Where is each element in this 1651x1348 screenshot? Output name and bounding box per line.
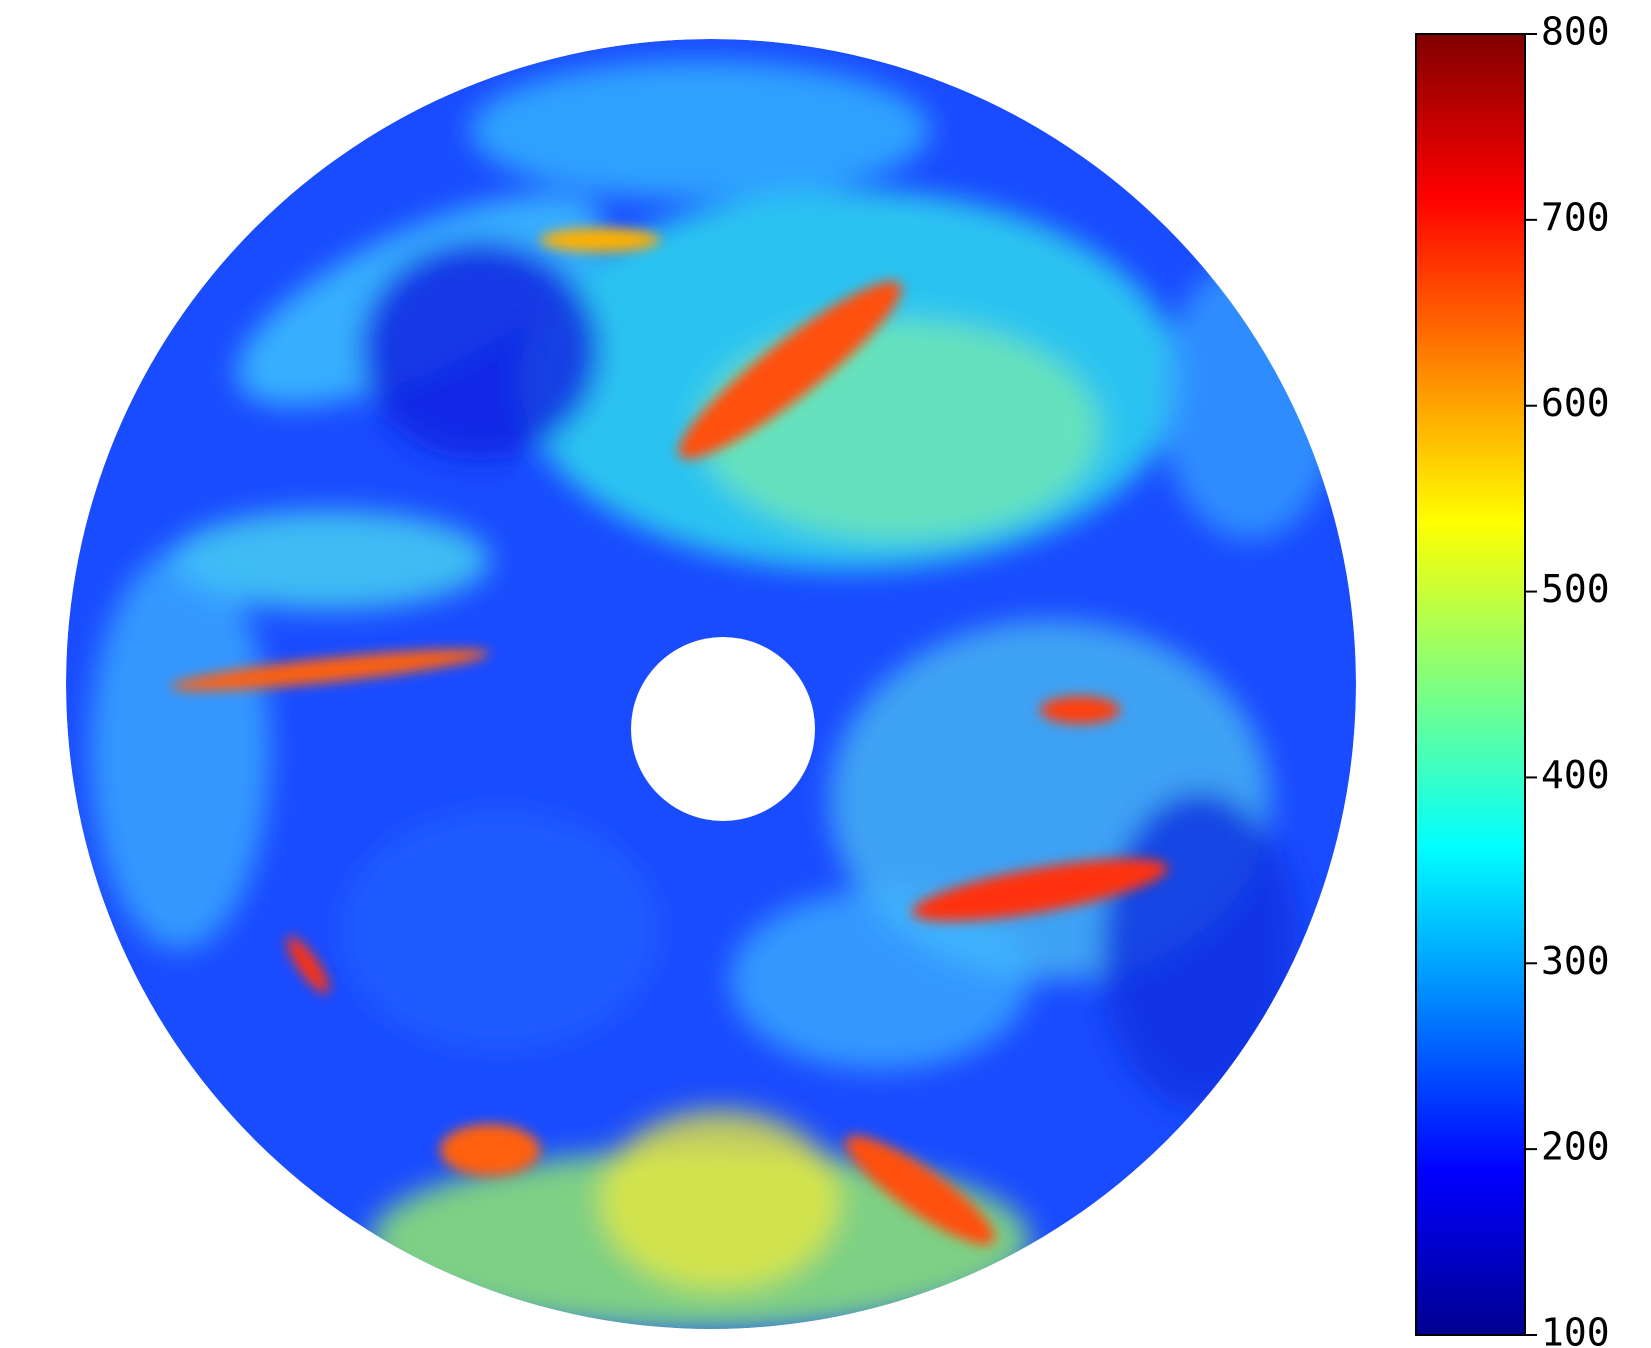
colorbar-tick-label: 400 — [1541, 753, 1610, 797]
colorbar-tick-label: 700 — [1541, 195, 1610, 239]
colorbar-tick-label: 100 — [1541, 1311, 1610, 1348]
colorbar-tick-label: 500 — [1541, 567, 1610, 611]
colorbar-tick-label: 800 — [1541, 10, 1610, 54]
colorbar-tick-label: 300 — [1541, 939, 1610, 983]
colorbar-tick-label: 600 — [1541, 381, 1610, 425]
colorbar — [1416, 34, 1525, 1335]
chart: 100 200 300 400 500 600 700 800 — [0, 0, 1651, 1348]
page: 100200300400500600700800 (() => { const … — [0, 0, 1651, 1348]
map-hole — [631, 637, 815, 821]
colorbar-tick-label: 200 — [1541, 1125, 1610, 1169]
